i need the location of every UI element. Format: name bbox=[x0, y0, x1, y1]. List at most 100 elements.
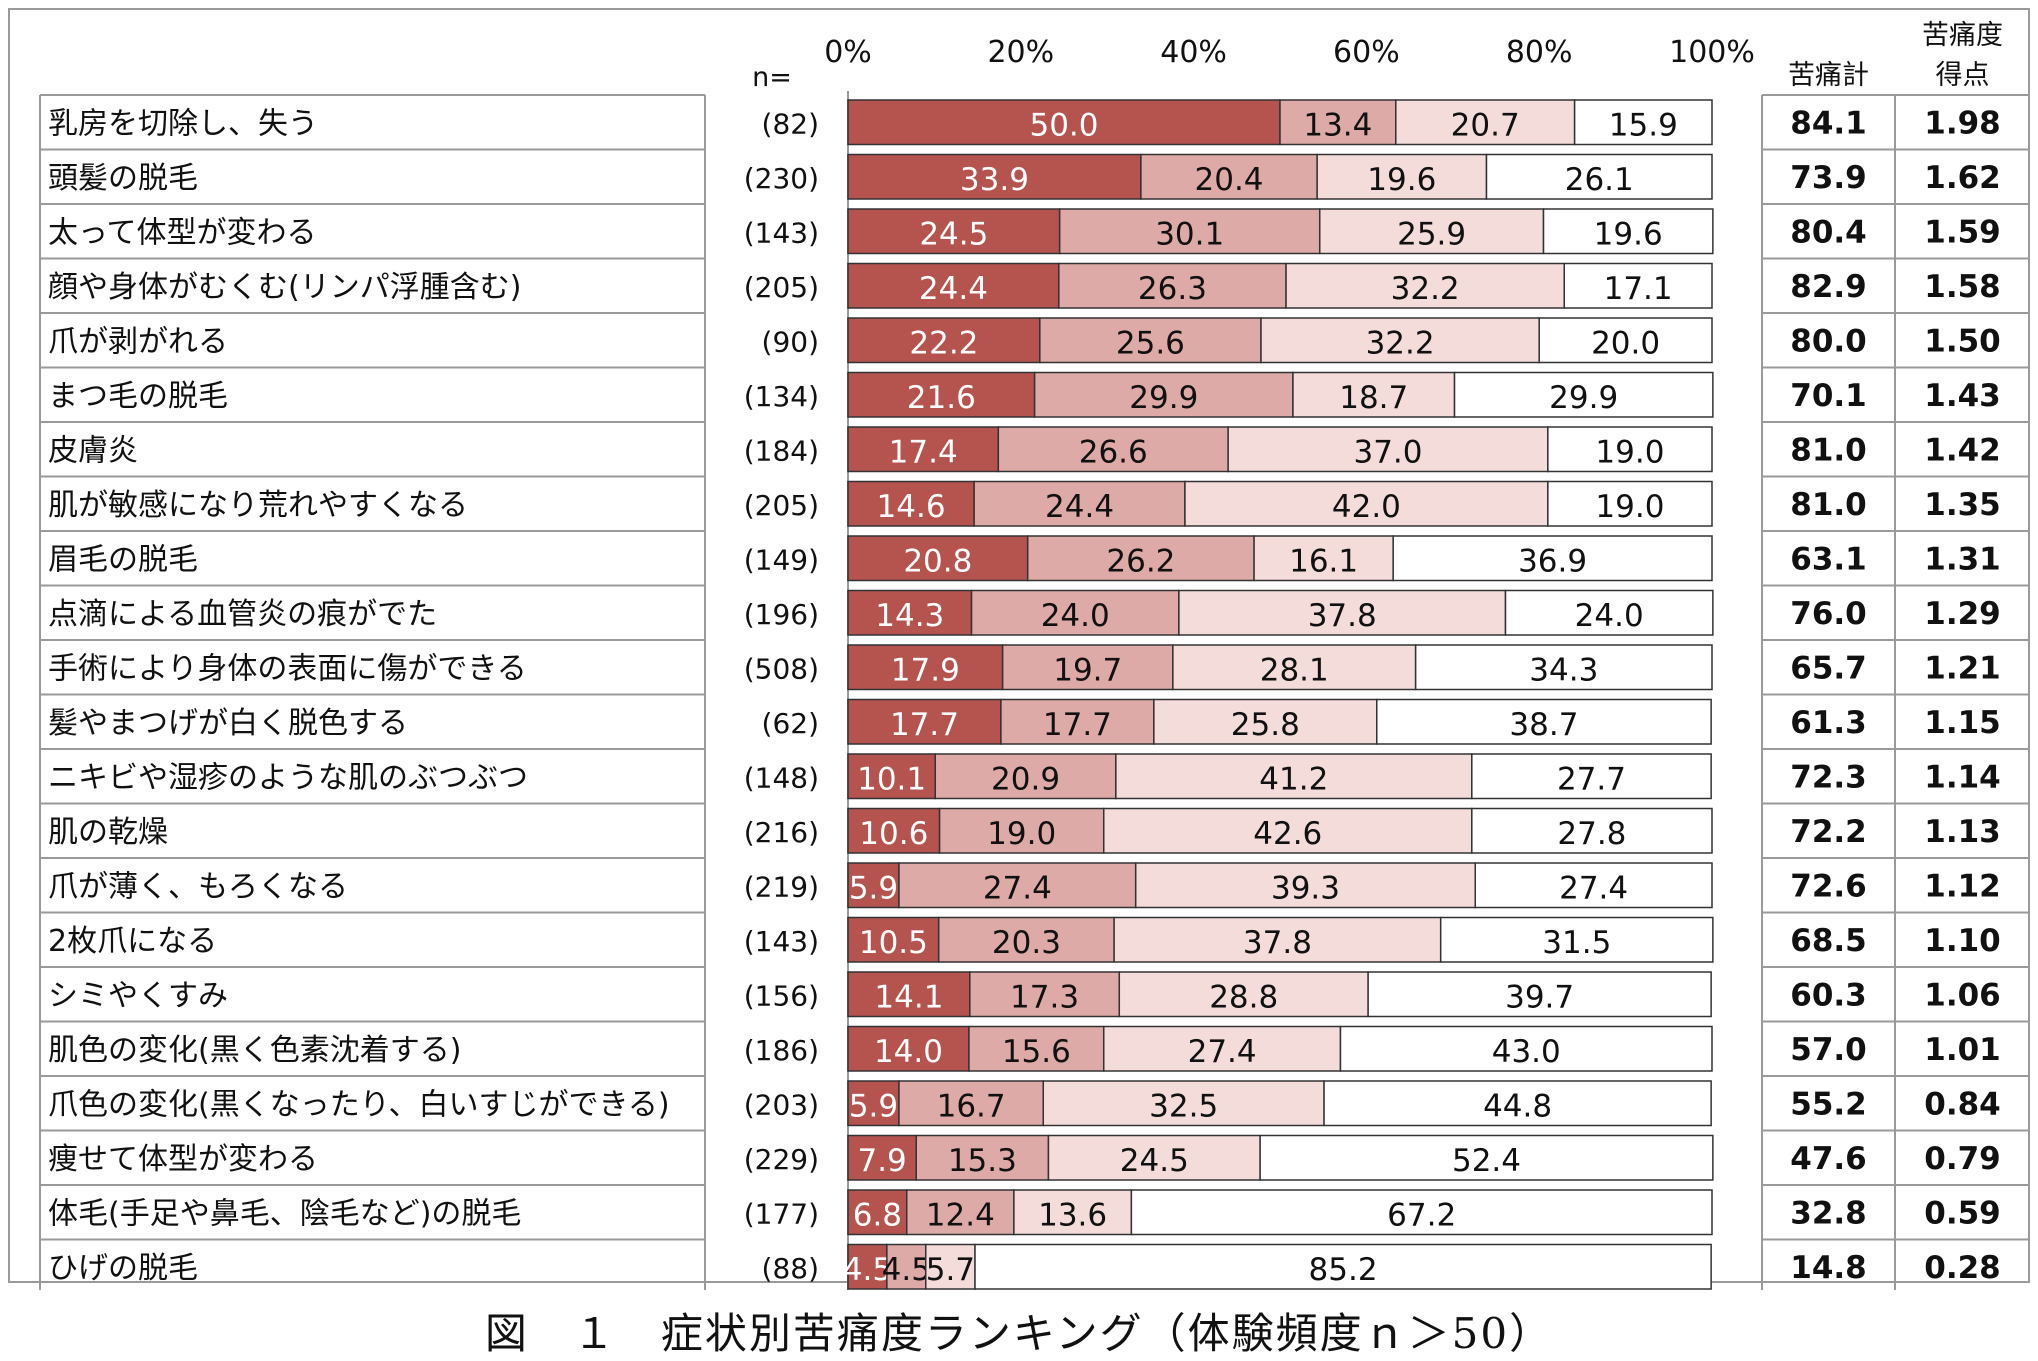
bar-value-label: 13.6 bbox=[1038, 1197, 1107, 1233]
score-value: 1.62 bbox=[1924, 160, 2001, 196]
total-value: 82.9 bbox=[1790, 269, 1867, 305]
bar-value-label: 14.3 bbox=[875, 598, 944, 634]
row-label: 肌色の変化(黒く色素沈着する) bbox=[48, 1033, 461, 1068]
n-value: (229) bbox=[744, 1143, 819, 1176]
n-value: (230) bbox=[744, 162, 819, 195]
bar-segment bbox=[1339, 1025, 1713, 1072]
total-value: 72.6 bbox=[1790, 868, 1867, 904]
bar-segment bbox=[898, 862, 1137, 909]
x-tick-label: 40% bbox=[1160, 35, 1227, 70]
bar-segment bbox=[847, 1025, 970, 1072]
n-value: (156) bbox=[744, 979, 819, 1012]
bar-value-label: 31.5 bbox=[1542, 925, 1611, 961]
col-score-header: 苦痛度 bbox=[1922, 20, 2003, 51]
bar-value-label: 12.4 bbox=[926, 1197, 995, 1233]
bar-segment bbox=[969, 971, 1121, 1018]
total-value: 84.1 bbox=[1790, 105, 1867, 141]
total-value: 70.1 bbox=[1790, 378, 1867, 414]
bar-value-label: 5.9 bbox=[849, 1088, 898, 1124]
bar-segment bbox=[898, 1080, 1045, 1127]
bar-value-label: 26.1 bbox=[1565, 162, 1634, 198]
bar-segment bbox=[847, 99, 1281, 146]
bar-value-label: 17.4 bbox=[889, 434, 958, 470]
bar-segment bbox=[886, 1243, 927, 1290]
total-value: 32.8 bbox=[1790, 1195, 1867, 1231]
bar-value-label: 20.7 bbox=[1451, 107, 1520, 143]
score-value: 1.59 bbox=[1924, 214, 2001, 250]
score-value: 1.14 bbox=[1924, 759, 2001, 795]
total-value: 63.1 bbox=[1790, 541, 1867, 577]
bar-segment bbox=[1026, 535, 1255, 582]
bar-segment bbox=[1538, 317, 1713, 364]
bar-segment bbox=[1058, 208, 1321, 255]
bar-segment bbox=[906, 1189, 1015, 1236]
bar-segment bbox=[1471, 807, 1713, 854]
row-label: 顔や身体がむくむ(リンパ浮腫含む) bbox=[48, 270, 521, 305]
bar-value-label: 17.7 bbox=[890, 707, 959, 743]
total-value: 80.0 bbox=[1790, 323, 1867, 359]
bar-value-label: 67.2 bbox=[1387, 1197, 1456, 1233]
bar-segment bbox=[847, 807, 941, 854]
bar-segment bbox=[1376, 698, 1712, 745]
total-value: 72.3 bbox=[1790, 759, 1867, 795]
score-value: 1.31 bbox=[1924, 541, 2001, 577]
n-value: (148) bbox=[744, 761, 819, 794]
score-value: 0.28 bbox=[1924, 1250, 2001, 1286]
bar-segment bbox=[1367, 971, 1712, 1018]
bar-segment bbox=[847, 317, 1041, 364]
row-label: 眉毛の脱毛 bbox=[48, 542, 198, 577]
bar-segment bbox=[1279, 99, 1397, 146]
bar-segment bbox=[847, 1243, 888, 1290]
x-tick-label: 60% bbox=[1333, 35, 1400, 70]
bar-segment bbox=[1178, 589, 1507, 636]
bar-value-label: 18.7 bbox=[1339, 380, 1408, 416]
bar-value-label: 26.2 bbox=[1106, 543, 1175, 579]
bar-segment bbox=[847, 1080, 900, 1127]
bar-segment bbox=[1058, 262, 1287, 309]
bar-segment bbox=[847, 1189, 908, 1236]
row-label: 頭髪の脱毛 bbox=[48, 161, 198, 196]
bar-segment bbox=[938, 807, 1105, 854]
row-label: 肌が敏感になり荒れやすくなる bbox=[48, 488, 468, 523]
bar-segment bbox=[1471, 753, 1712, 800]
bar-value-label: 50.0 bbox=[1029, 107, 1098, 143]
bar-segment bbox=[1292, 371, 1456, 418]
row-label: 痩せて体型が変わる bbox=[48, 1142, 318, 1177]
bar-segment bbox=[1039, 317, 1262, 364]
bar-segment bbox=[1102, 807, 1473, 854]
bar-value-label: 25.9 bbox=[1397, 216, 1466, 252]
bar-value-label: 10.5 bbox=[859, 925, 928, 961]
bar-segment bbox=[1318, 208, 1545, 255]
bar-segment bbox=[1547, 480, 1713, 527]
n-value: (508) bbox=[744, 652, 819, 685]
bar-value-label: 37.8 bbox=[1308, 598, 1377, 634]
score-value: 1.21 bbox=[1924, 650, 2001, 686]
bar-value-label: 30.1 bbox=[1155, 216, 1224, 252]
score-value: 1.15 bbox=[1924, 705, 2001, 741]
bar-value-label: 4.5 bbox=[843, 1252, 892, 1288]
bar-segment bbox=[1392, 535, 1713, 582]
x-tick-label: 80% bbox=[1506, 35, 1573, 70]
bar-segment bbox=[1130, 1189, 1713, 1236]
bar-segment bbox=[847, 426, 1000, 473]
bar-segment bbox=[1253, 535, 1394, 582]
bar-segment bbox=[1323, 1080, 1712, 1127]
bar-segment bbox=[847, 208, 1061, 255]
n-value: (88) bbox=[762, 1252, 819, 1285]
n-value: (216) bbox=[744, 816, 819, 849]
bar-segment bbox=[847, 698, 1002, 745]
bar-segment bbox=[847, 971, 971, 1018]
bar-segment bbox=[1547, 426, 1713, 473]
bar-value-label: 37.0 bbox=[1353, 434, 1422, 470]
bar-value-label: 14.6 bbox=[877, 489, 946, 525]
bar-segment bbox=[1285, 262, 1566, 309]
bar-segment bbox=[1573, 99, 1713, 146]
bar-segment bbox=[968, 1025, 1105, 1072]
n-value: (177) bbox=[744, 1197, 819, 1230]
bar-value-label: 42.6 bbox=[1253, 816, 1322, 852]
score-value: 1.06 bbox=[1924, 977, 2001, 1013]
bar-value-label: 32.5 bbox=[1149, 1088, 1218, 1124]
bar-value-label: 25.8 bbox=[1231, 707, 1300, 743]
score-value: 1.43 bbox=[1924, 378, 2001, 414]
bar-segment bbox=[1316, 153, 1488, 200]
